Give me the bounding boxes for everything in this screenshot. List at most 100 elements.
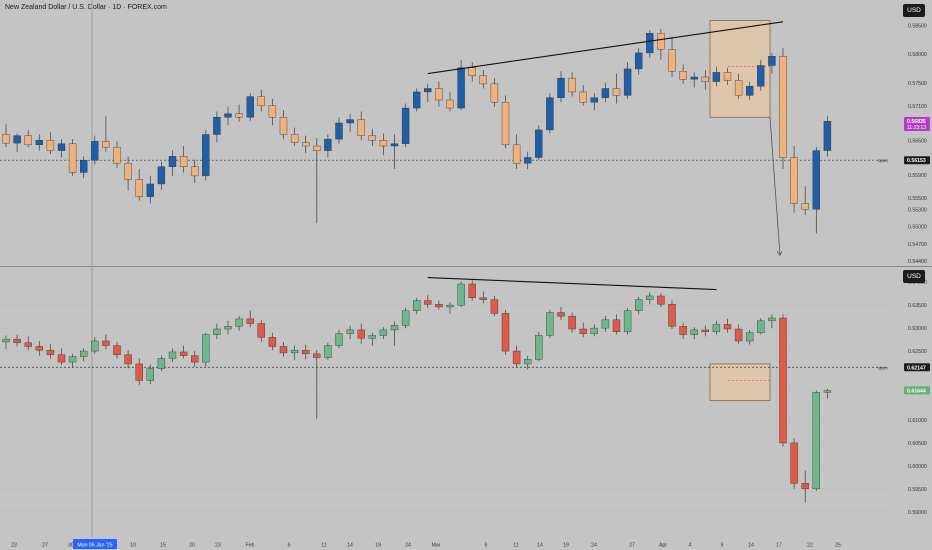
candle-up (379, 329, 388, 336)
x-tick-label: Feb (246, 543, 255, 549)
projection-arrow-head (776, 251, 783, 257)
y-tick-label: 0.57500 (908, 81, 927, 87)
x-tick-label: 19 (563, 543, 569, 549)
y-tick-label: 0.59000 (908, 510, 927, 516)
y-tick-label: 0.58500 (908, 23, 927, 29)
candle-down (179, 156, 188, 167)
y-tick-label: 0.55900 (908, 173, 927, 179)
candle-down (357, 329, 365, 339)
candle-down (124, 354, 132, 365)
candle-down (790, 442, 798, 484)
candle-up (457, 67, 465, 109)
candle-up (546, 312, 554, 336)
candle-up (524, 157, 532, 164)
x-tick-label: 6 (288, 543, 291, 549)
currency-button-bottom[interactable]: USD (903, 270, 925, 283)
candle-up (335, 333, 343, 346)
candle-up (812, 392, 820, 490)
x-tick-label: 23 (215, 543, 221, 549)
x-tick-label: 25 (835, 543, 841, 549)
x-tick-label: Mon 06 Jan '25 (77, 543, 112, 549)
y-tick-label: 0.57100 (908, 104, 927, 110)
x-tick-label: 14 (748, 543, 754, 549)
y-tick-label: 0.54700 (908, 242, 927, 248)
candle-down (723, 324, 732, 330)
candle-up (324, 138, 332, 151)
candle-up (146, 368, 155, 381)
candle-up (202, 334, 210, 363)
candle-up (390, 325, 399, 331)
candle-down (668, 49, 676, 72)
candle-up (535, 129, 543, 158)
candle-down (279, 117, 288, 135)
candle-down (35, 346, 43, 351)
candle-down (135, 179, 143, 197)
candle-down (790, 157, 798, 204)
candle-up (690, 76, 698, 80)
candle-down (113, 345, 121, 355)
candle-up (224, 326, 232, 330)
candle-up (590, 327, 598, 334)
candle-up (623, 68, 632, 96)
x-tick-label: 17 (776, 543, 782, 549)
open-level-tag: open (878, 365, 889, 370)
candle-down (57, 354, 66, 363)
candle-up (757, 320, 765, 333)
candle-up (157, 358, 166, 369)
candle-up (712, 324, 721, 332)
y-tick-label: 0.63000 (908, 326, 927, 332)
candle-up (646, 33, 654, 54)
candle-down (579, 91, 587, 103)
candle-up (401, 107, 410, 144)
candle-down (657, 33, 665, 50)
y-tick-label: 0.58000 (908, 52, 927, 58)
candle-up (646, 295, 654, 300)
y-tick-label: 0.60000 (908, 464, 927, 470)
price-pane-top[interactable]: open ⋯ 0.58500 0.58000 0.57500 0.57100 0.56835… (0, 0, 932, 267)
price-label-badge (904, 363, 930, 372)
candle-up (146, 183, 155, 197)
candle-down (679, 326, 687, 335)
candle-down (657, 295, 665, 305)
candle-up (524, 359, 532, 365)
price-pane-bottom[interactable]: open ⋯ 0.64000 0.63500 0.63000 0.62500 0.62147… (0, 267, 932, 537)
candle-down (424, 300, 432, 305)
candle-up (768, 317, 776, 321)
pane-divider[interactable] (0, 266, 932, 267)
candle-up (235, 318, 243, 327)
candle-down (723, 72, 732, 81)
candle-up (57, 143, 66, 151)
candle-up (202, 134, 210, 177)
currency-button-top[interactable]: USD (903, 4, 925, 17)
candle-down (102, 340, 110, 346)
candle-down (190, 355, 199, 363)
x-tick-label: 14 (537, 543, 543, 549)
symbol-title[interactable]: New Zealand Dollar / U.S. Dollar · 1D · … (5, 4, 167, 11)
candle-up (746, 85, 754, 96)
candle-up (712, 72, 721, 82)
x-tick-label: 30 (68, 543, 74, 549)
candle-up (390, 143, 399, 147)
x-tick-label: 22 (807, 543, 813, 549)
trend-marker: ⋯ (605, 279, 609, 283)
y-tick-label: 0.54400 (908, 259, 927, 265)
x-tick-label: 24 (405, 543, 411, 549)
candle-up (324, 345, 332, 358)
x-tick-label: 11 (513, 543, 518, 549)
x-tick-label: 9 (721, 543, 724, 549)
candle-up (224, 113, 232, 118)
candle-down (568, 315, 576, 330)
candle-down (734, 328, 743, 342)
candle-up (446, 304, 454, 308)
price-label-value: 0.56835 (907, 119, 926, 125)
candle-up (346, 329, 354, 334)
candle-up (213, 117, 221, 135)
time-axis[interactable]: 23 27 30 Mon 06 Jan '25 10 15 20 23 Feb 6 11 14 19 24… (0, 537, 932, 550)
candle-up (601, 319, 610, 329)
candle-down (302, 142, 310, 147)
candle-up (635, 299, 643, 311)
candle-down (13, 338, 21, 344)
y-tick-label: 0.63500 (908, 303, 927, 309)
candle-down (313, 353, 321, 358)
